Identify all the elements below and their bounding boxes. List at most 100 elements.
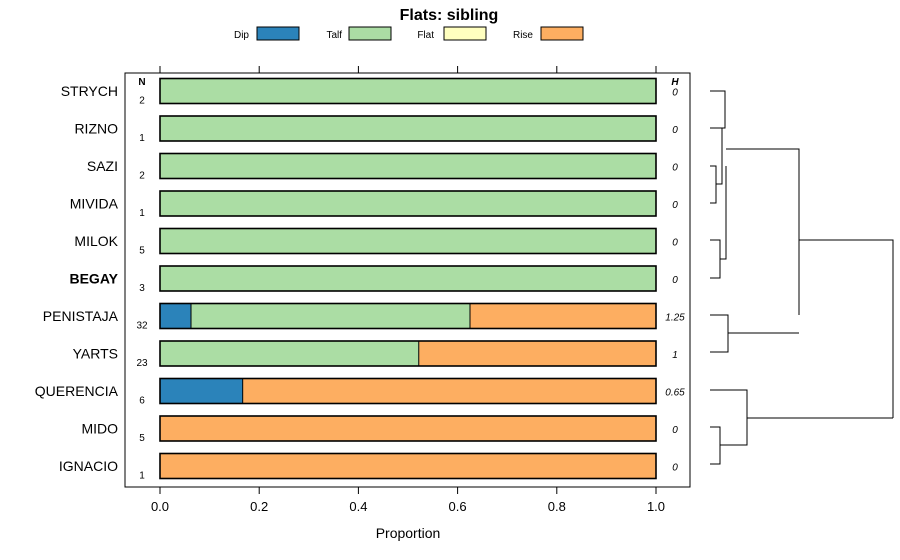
legend-label-rise: Rise xyxy=(513,30,533,41)
bar-row-strych: STRYCH 2 0 xyxy=(61,77,678,107)
n-label: 5 xyxy=(139,246,145,257)
x-tick-label: 0.6 xyxy=(449,499,467,514)
category-label: MIVIDA xyxy=(70,196,119,212)
bar-segment-talf xyxy=(160,266,656,291)
x-tick-label: 1.0 xyxy=(647,499,665,514)
bar-segment-dip xyxy=(160,303,191,329)
n-label: 2 xyxy=(139,171,145,182)
dendrogram-branch xyxy=(710,239,721,279)
bar-row-sazi: SAZI 2 0 xyxy=(87,152,678,182)
bar-segment-rise xyxy=(242,378,656,404)
h-label: 0 xyxy=(672,425,678,436)
h-label: 0 xyxy=(672,88,678,99)
dendrogram-branch xyxy=(710,165,717,204)
bar-row-querencia: QUERENCIA 6 0.65 xyxy=(35,377,685,407)
n-label: 1 xyxy=(139,208,145,219)
n-label: 1 xyxy=(139,471,145,482)
bar-outline xyxy=(159,190,657,217)
bar-row-milok: MILOK 5 0 xyxy=(74,227,678,257)
bar-row-penistaja: PENISTAJA 32 1.25 xyxy=(43,302,685,332)
category-label: STRYCH xyxy=(61,83,118,99)
category-label: RIZNO xyxy=(74,121,118,137)
dendrogram-branch xyxy=(710,90,726,129)
bar-segment-talf xyxy=(160,341,419,366)
legend-label-dip: Dip xyxy=(234,30,249,41)
dendrogram-branch xyxy=(726,148,800,315)
bar-segment-talf xyxy=(160,191,656,216)
h-column-header: H xyxy=(671,77,679,88)
n-label: 23 xyxy=(136,358,148,369)
bar-outline xyxy=(159,77,657,105)
bar-outline xyxy=(159,227,657,255)
dendrogram-branch xyxy=(799,239,894,418)
n-label: 5 xyxy=(139,433,145,444)
n-label: 1 xyxy=(139,133,145,144)
bar-outline xyxy=(159,340,657,367)
legend-swatch-talf xyxy=(348,26,392,41)
bar-segment-talf xyxy=(160,228,656,254)
legend-label-flat: Flat xyxy=(417,30,434,41)
bar-outline xyxy=(159,377,657,405)
n-label: 32 xyxy=(136,321,148,332)
bar-row-begay: BEGAY 3 0 xyxy=(69,265,678,294)
x-tick-label: 0.0 xyxy=(151,499,169,514)
bar-row-rizno: RIZNO 1 0 xyxy=(74,115,678,144)
dendrogram-branch xyxy=(716,128,723,185)
x-axis-title: Proportion xyxy=(376,525,441,541)
dendrogram-branch xyxy=(710,389,748,446)
category-label: IGNACIO xyxy=(59,458,118,474)
h-label: 0 xyxy=(672,125,678,136)
bar-outline xyxy=(159,415,657,442)
bar-segment-talf xyxy=(160,78,656,104)
legend: Dip Talf Flat Rise xyxy=(234,26,584,41)
h-label: 0 xyxy=(672,463,678,474)
bar-row-mivida: MIVIDA 1 0 xyxy=(70,190,678,219)
bar-outline xyxy=(159,452,657,480)
bar-row-mido: MIDO 5 0 xyxy=(81,415,678,444)
h-label: 0 xyxy=(672,200,678,211)
bar-row-ignacio: IGNACIO 1 0 xyxy=(59,452,678,482)
n-label: 2 xyxy=(139,96,145,107)
bar-segment-dip xyxy=(160,378,243,404)
bar-outline xyxy=(159,152,657,180)
category-label: MILOK xyxy=(74,233,118,249)
legend-swatch-flat xyxy=(443,26,487,41)
legend-label-talf: Talf xyxy=(326,30,342,41)
h-label: 1.25 xyxy=(665,313,685,324)
bar-segment-rise xyxy=(160,416,656,441)
bar-rows: STRYCH20RIZNO10SAZI20MIVIDA10MILOK50BEGA… xyxy=(35,77,685,482)
x-axis: 0.0 0.2 0.4 0.6 0.8 1.0 xyxy=(151,66,665,514)
h-label: 0 xyxy=(672,238,678,249)
plot-frame xyxy=(124,72,691,488)
category-label: YARTS xyxy=(73,346,118,362)
bar-segment-talf xyxy=(160,116,656,141)
dendrogram-branch xyxy=(710,314,729,353)
bar-segment-rise xyxy=(470,303,656,329)
legend-swatch-dip xyxy=(256,26,300,41)
n-label: 6 xyxy=(139,396,145,407)
bar-outline xyxy=(159,265,657,292)
dendrogram xyxy=(710,90,894,465)
bar-outline xyxy=(159,302,657,330)
bar-segment-talf xyxy=(191,303,470,329)
category-label: BEGAY xyxy=(69,271,118,287)
bar-segment-rise xyxy=(160,453,656,479)
dendrogram-branch xyxy=(720,166,727,260)
category-label: SAZI xyxy=(87,158,118,174)
x-tick-label: 0.4 xyxy=(349,499,367,514)
bar-segment-talf xyxy=(160,153,656,179)
n-label: 3 xyxy=(139,283,145,294)
x-tick-label: 0.2 xyxy=(250,499,268,514)
category-label: MIDO xyxy=(81,421,118,437)
x-tick-label: 0.8 xyxy=(548,499,566,514)
legend-swatch-rise xyxy=(540,26,584,41)
bar-row-yarts: YARTS 23 1 xyxy=(73,340,678,369)
h-label: 0 xyxy=(672,275,678,286)
category-label: PENISTAJA xyxy=(43,308,119,324)
bar-outline xyxy=(159,115,657,142)
category-label: QUERENCIA xyxy=(35,383,119,399)
bar-segment-rise xyxy=(418,341,656,366)
n-column-header: N xyxy=(138,77,145,88)
h-label: 0 xyxy=(672,163,678,174)
